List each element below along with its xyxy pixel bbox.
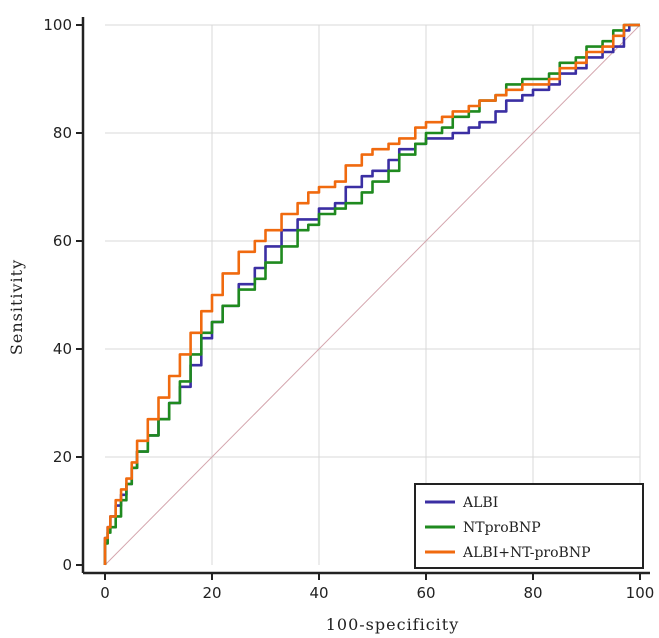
y-tick-label: 80 xyxy=(53,124,72,142)
legend-label-2: NTproBNP xyxy=(463,520,541,536)
grid-lines xyxy=(105,24,641,565)
series-lines xyxy=(103,23,640,565)
x-tick-label: 0 xyxy=(100,584,110,602)
legend-label-3: ALBI+NT-proBNP xyxy=(462,545,591,561)
x-tick-label: 60 xyxy=(416,584,435,602)
y-axis-title: Sensitivity xyxy=(7,259,26,355)
x-tick-label: 100 xyxy=(626,584,655,602)
y-tick-label: 0 xyxy=(62,556,72,574)
x-tick-label: 80 xyxy=(523,584,542,602)
series-line-2 xyxy=(103,23,640,565)
y-tick-label: 100 xyxy=(43,16,72,34)
y-tick-label: 20 xyxy=(53,448,72,466)
legend-label-1: ALBI xyxy=(462,495,498,511)
legend: ALBI NTproBNP ALBI+NT-proBNP xyxy=(414,483,644,569)
x-axis: 0 20 40 60 80 100 xyxy=(83,571,655,602)
x-axis-title: 100-specificity xyxy=(326,615,460,634)
y-axis: 0 20 40 60 80 100 xyxy=(43,16,85,574)
reference-diagonal xyxy=(104,24,641,566)
y-tick-label: 60 xyxy=(53,232,72,250)
y-tick-label: 40 xyxy=(53,340,72,358)
x-tick-label: 40 xyxy=(309,584,328,602)
x-tick-label: 20 xyxy=(202,584,221,602)
series-line-3 xyxy=(103,23,640,565)
